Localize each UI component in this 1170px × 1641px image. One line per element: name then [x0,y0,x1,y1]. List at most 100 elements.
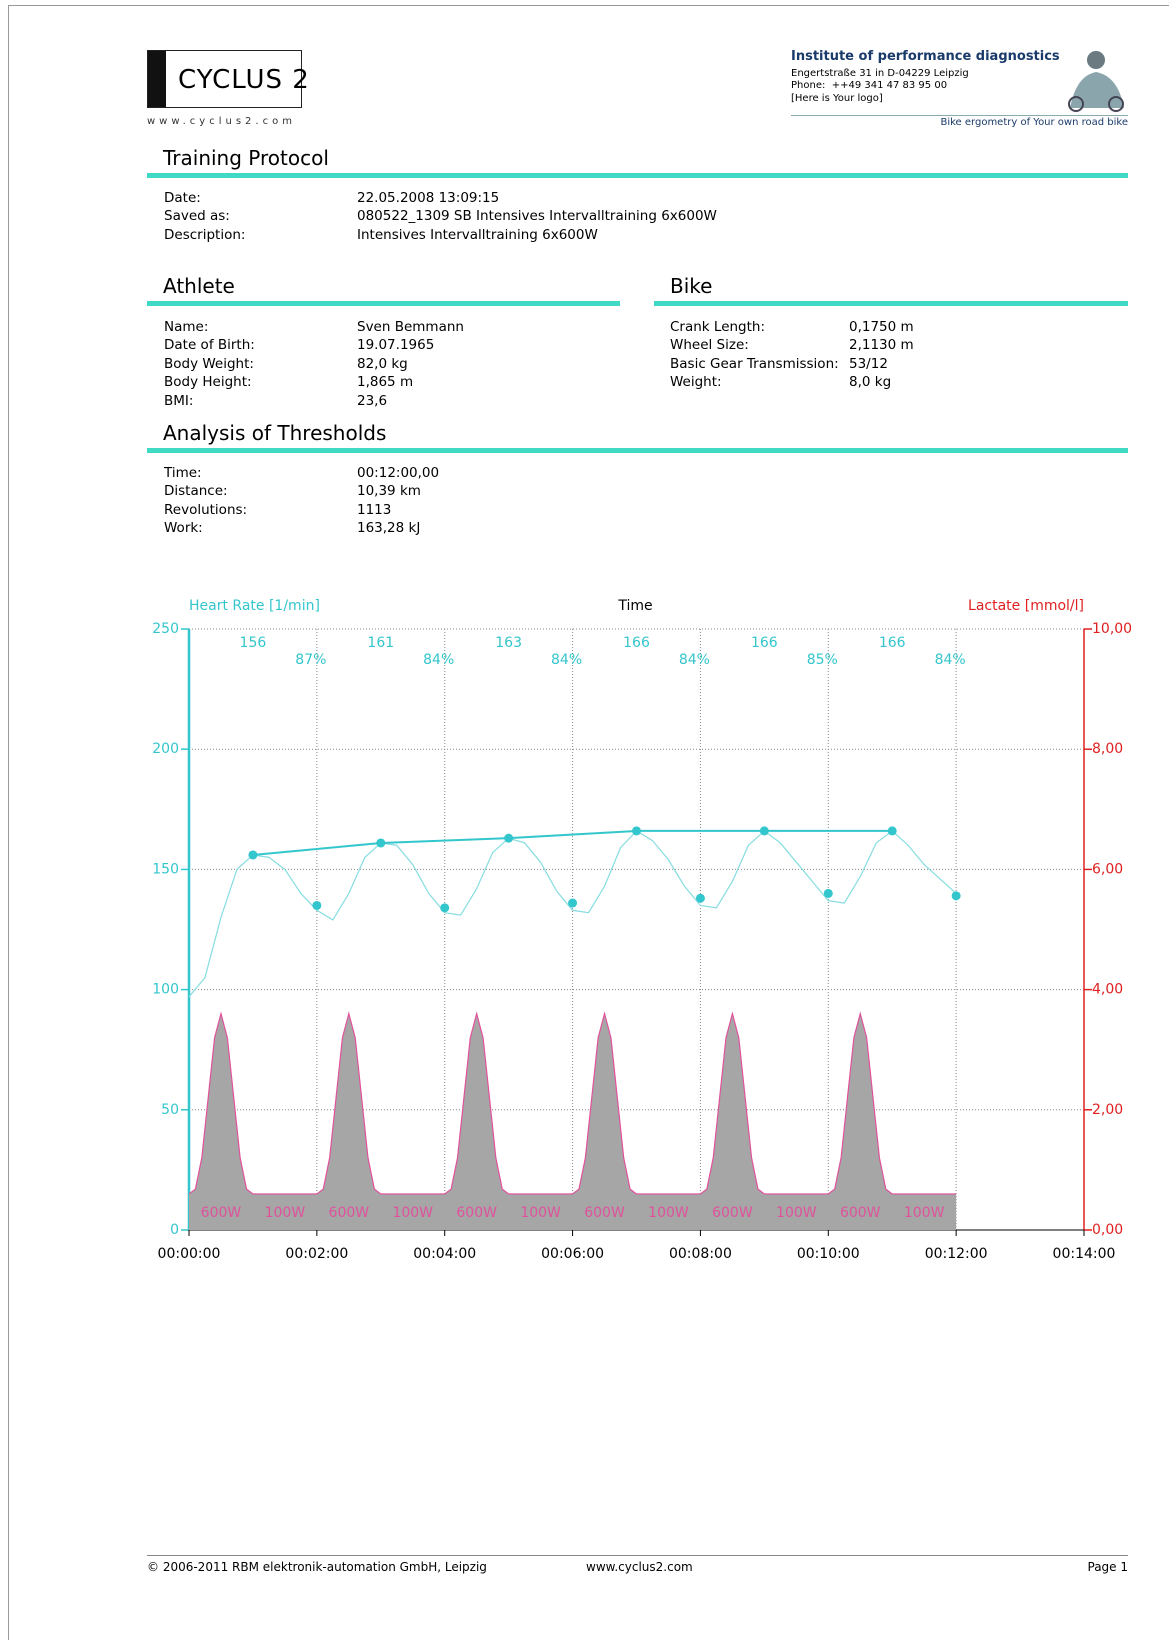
recovery-label: 85% [807,652,838,668]
y-tick-label: 200 [152,741,179,757]
row-value: 080522_1309 SB Intensives Intervalltrain… [357,208,717,225]
power-area-fill [189,1013,957,1230]
row-label: Date of Birth: [164,337,255,354]
recovery-label: 84% [935,652,966,668]
section-title: Training Protocol [163,146,329,170]
row-label: Work: [164,520,203,537]
footer-copyright: © 2006-2011 RBM elektronik-automation Gm… [147,1560,487,1574]
recovery-label: 84% [551,652,582,668]
power-edge [188,1011,957,1195]
x-tick-label: 00:00:00 [158,1246,221,1262]
y-tick-label: 150 [152,861,179,877]
recovery-label: 87% [295,652,326,668]
marker [440,903,450,913]
x-tick-label: 00:02:00 [285,1246,348,1262]
institute-name: Institute of performance diagnostics [791,49,1060,64]
institute-phone: Phone: ++49 341 47 83 95 00 [791,80,948,91]
y2-tick-label: 2,00 [1092,1102,1123,1118]
row-label: Body Weight: [164,355,254,372]
peak-label: 166 [751,635,778,651]
row-label: Date: [164,190,201,206]
logo-box: CYCLUS 2 [147,50,309,108]
row-label: Body Height: [164,374,252,391]
row-value: 1113 [357,501,392,518]
peak-label: 161 [367,635,394,651]
recovery-label: 84% [423,652,454,668]
row-value: 0,1750 m [849,319,914,335]
y2-axis-label: Lactate [mmol/l] [968,598,1084,614]
y-tick-label: 100 [152,982,179,998]
x-tick-label: 00:08:00 [669,1246,732,1262]
peak-label: 163 [495,635,522,651]
y-tick-label: 50 [161,1102,179,1118]
x-tick-label: 00:04:00 [413,1246,476,1262]
x-tick-label: 00:12:00 [925,1246,988,1262]
section-title: Athlete [163,274,235,298]
power-label: 100W [520,1205,561,1221]
row-label: Weight: [670,374,722,391]
y2-tick-label: 6,00 [1092,861,1123,877]
x-tick-label: 00:14:00 [1053,1246,1116,1262]
section-rule [147,173,1128,178]
marker [887,826,897,836]
power-label: 100W [648,1205,689,1221]
peak-label: 166 [623,635,650,651]
marker [823,888,833,898]
power-label: 100W [392,1205,433,1221]
recovery-label: 84% [679,652,710,668]
row-value: 00:12:00,00 [357,465,440,481]
section-rule [654,301,1128,306]
row-value: 82,0 kg [357,355,408,372]
row-label: Revolutions: [164,501,248,518]
section-title: Analysis of Thresholds [163,421,387,445]
power-label: 100W [776,1205,817,1221]
y2-tick-label: 4,00 [1092,982,1123,998]
row-value: 8,0 kg [849,374,892,391]
row-label: Description: [164,226,246,243]
y2-tick-label: 10,00 [1092,621,1132,637]
heart-rate-line [188,830,957,998]
institute-logo-note: [Here is Your logo] [791,93,883,104]
row-value: 23,6 [357,392,388,409]
y-tick-label: 0 [170,1222,179,1238]
power-label: 100W [265,1205,306,1221]
row-value: Sven Bemmann [357,319,464,335]
marker [376,838,386,848]
athlete-picture [1068,51,1124,112]
row-label: Basic Gear Transmission: [670,355,839,372]
row-label: Name: [164,319,209,335]
peak-line [252,829,893,856]
row-label: Saved as: [164,208,230,225]
power-label: 600W [584,1205,625,1221]
power-label: 600W [456,1205,497,1221]
power-label: 600W [840,1205,881,1221]
marker [951,891,961,901]
section-rule [147,301,620,306]
row-value: 22.05.2008 13:09:15 [357,190,500,206]
row-value: 1,865 m [357,374,414,391]
header-rule [791,115,1128,116]
power-label: 600W [329,1205,370,1221]
row-value: Intensives Intervalltraining 6x600W [357,226,598,243]
footer-page: Page 1 [1087,1560,1129,1574]
row-label: Crank Length: [670,319,766,335]
marker [312,900,322,910]
footer-website: www.cyclus2.com [586,1560,693,1574]
y2-tick-label: 8,00 [1092,741,1123,757]
power-label: 100W [904,1205,945,1221]
tagline: Bike ergometry of Your own road bike [940,117,1128,128]
marker [504,833,514,843]
logo-website: www.cyclus2.com [147,116,296,127]
logo-text: CYCLUS 2 [178,65,310,95]
row-label: BMI: [164,392,194,409]
x-tick-label: 00:10:00 [797,1246,860,1262]
row-label: Wheel Size: [670,337,749,354]
page-border [8,5,1169,1640]
row-value: 2,1130 m [849,337,914,354]
marker [695,893,705,903]
logo-block [148,51,166,107]
row-label: Distance: [164,483,228,500]
marker [632,826,641,836]
